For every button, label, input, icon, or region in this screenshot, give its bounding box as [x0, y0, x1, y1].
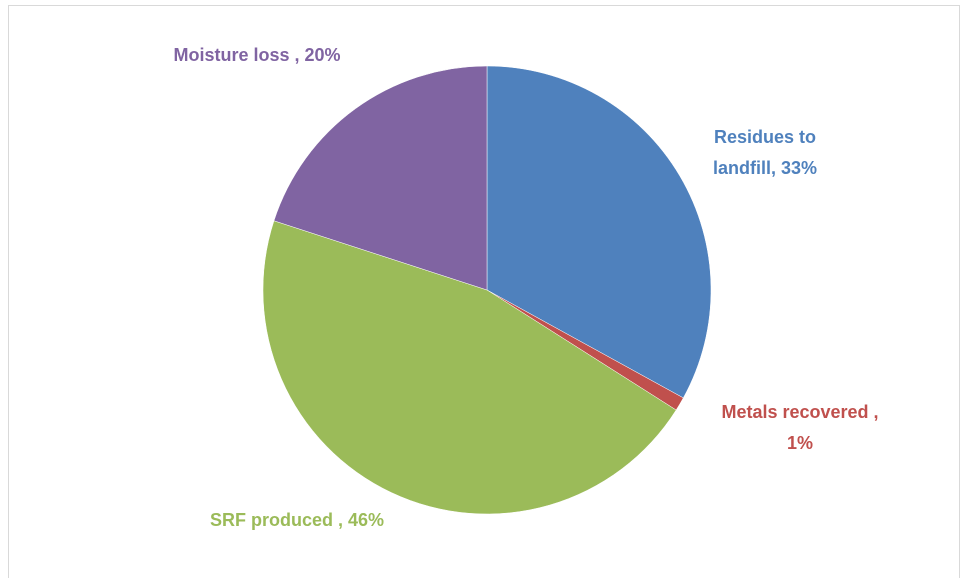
- data-label: Residues to landfill, 33%: [690, 122, 840, 184]
- pie-slice: [262, 220, 677, 515]
- data-label: Metals recovered , 1%: [720, 397, 880, 459]
- pie-slice: [273, 65, 488, 291]
- value-label: 33%: [780, 158, 818, 178]
- pie-slice: [486, 65, 712, 399]
- value-label: 20%: [304, 45, 341, 65]
- data-label: SRF produced , 46%: [207, 505, 387, 536]
- chart-border: [8, 5, 960, 578]
- value-label: 1%: [786, 433, 813, 453]
- category-label: Metals recovered ,: [721, 402, 879, 422]
- category-label: Moisture loss ,: [173, 45, 300, 65]
- data-label: Moisture loss , 20%: [172, 40, 342, 71]
- category-label: SRF produced ,: [209, 510, 343, 530]
- value-label: 46%: [348, 510, 385, 530]
- category-label: Residues to landfill,: [712, 127, 817, 178]
